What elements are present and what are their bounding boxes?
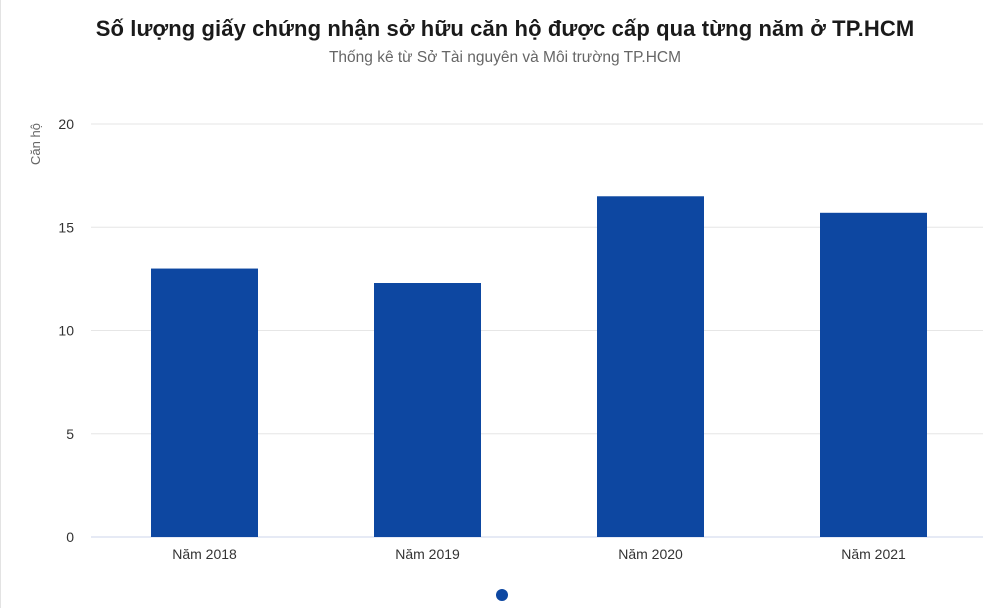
bar[interactable] <box>597 196 704 537</box>
chart-title: Số lượng giấy chứng nhận sở hữu căn hộ đ… <box>95 16 915 41</box>
x-tick-label: Năm 2021 <box>841 546 906 562</box>
y-tick-label: 5 <box>66 426 74 442</box>
y-tick-label: 0 <box>66 529 74 545</box>
x-tick-label: Năm 2018 <box>172 546 237 562</box>
pagination-dot[interactable] <box>496 589 508 601</box>
y-tick-label: 10 <box>58 323 74 339</box>
bars <box>151 196 927 538</box>
y-tick-label: 20 <box>58 116 74 132</box>
bar[interactable] <box>151 268 258 537</box>
bar[interactable] <box>820 212 927 538</box>
x-tick-label: Năm 2020 <box>618 546 683 562</box>
y-tick-label: 15 <box>58 219 74 235</box>
chart-subtitle: Thống kê từ Sở Tài nguyên và Môi trường … <box>328 49 682 66</box>
y-axis-ticks: 0 5 10 15 20 <box>58 116 74 545</box>
x-tick-label: Năm 2019 <box>395 546 460 562</box>
y-axis-title: Căn hộ <box>28 123 43 165</box>
x-axis-ticks: Năm 2018 Năm 2019 Năm 2020 Năm 2021 <box>172 546 906 562</box>
bar[interactable] <box>374 283 481 537</box>
